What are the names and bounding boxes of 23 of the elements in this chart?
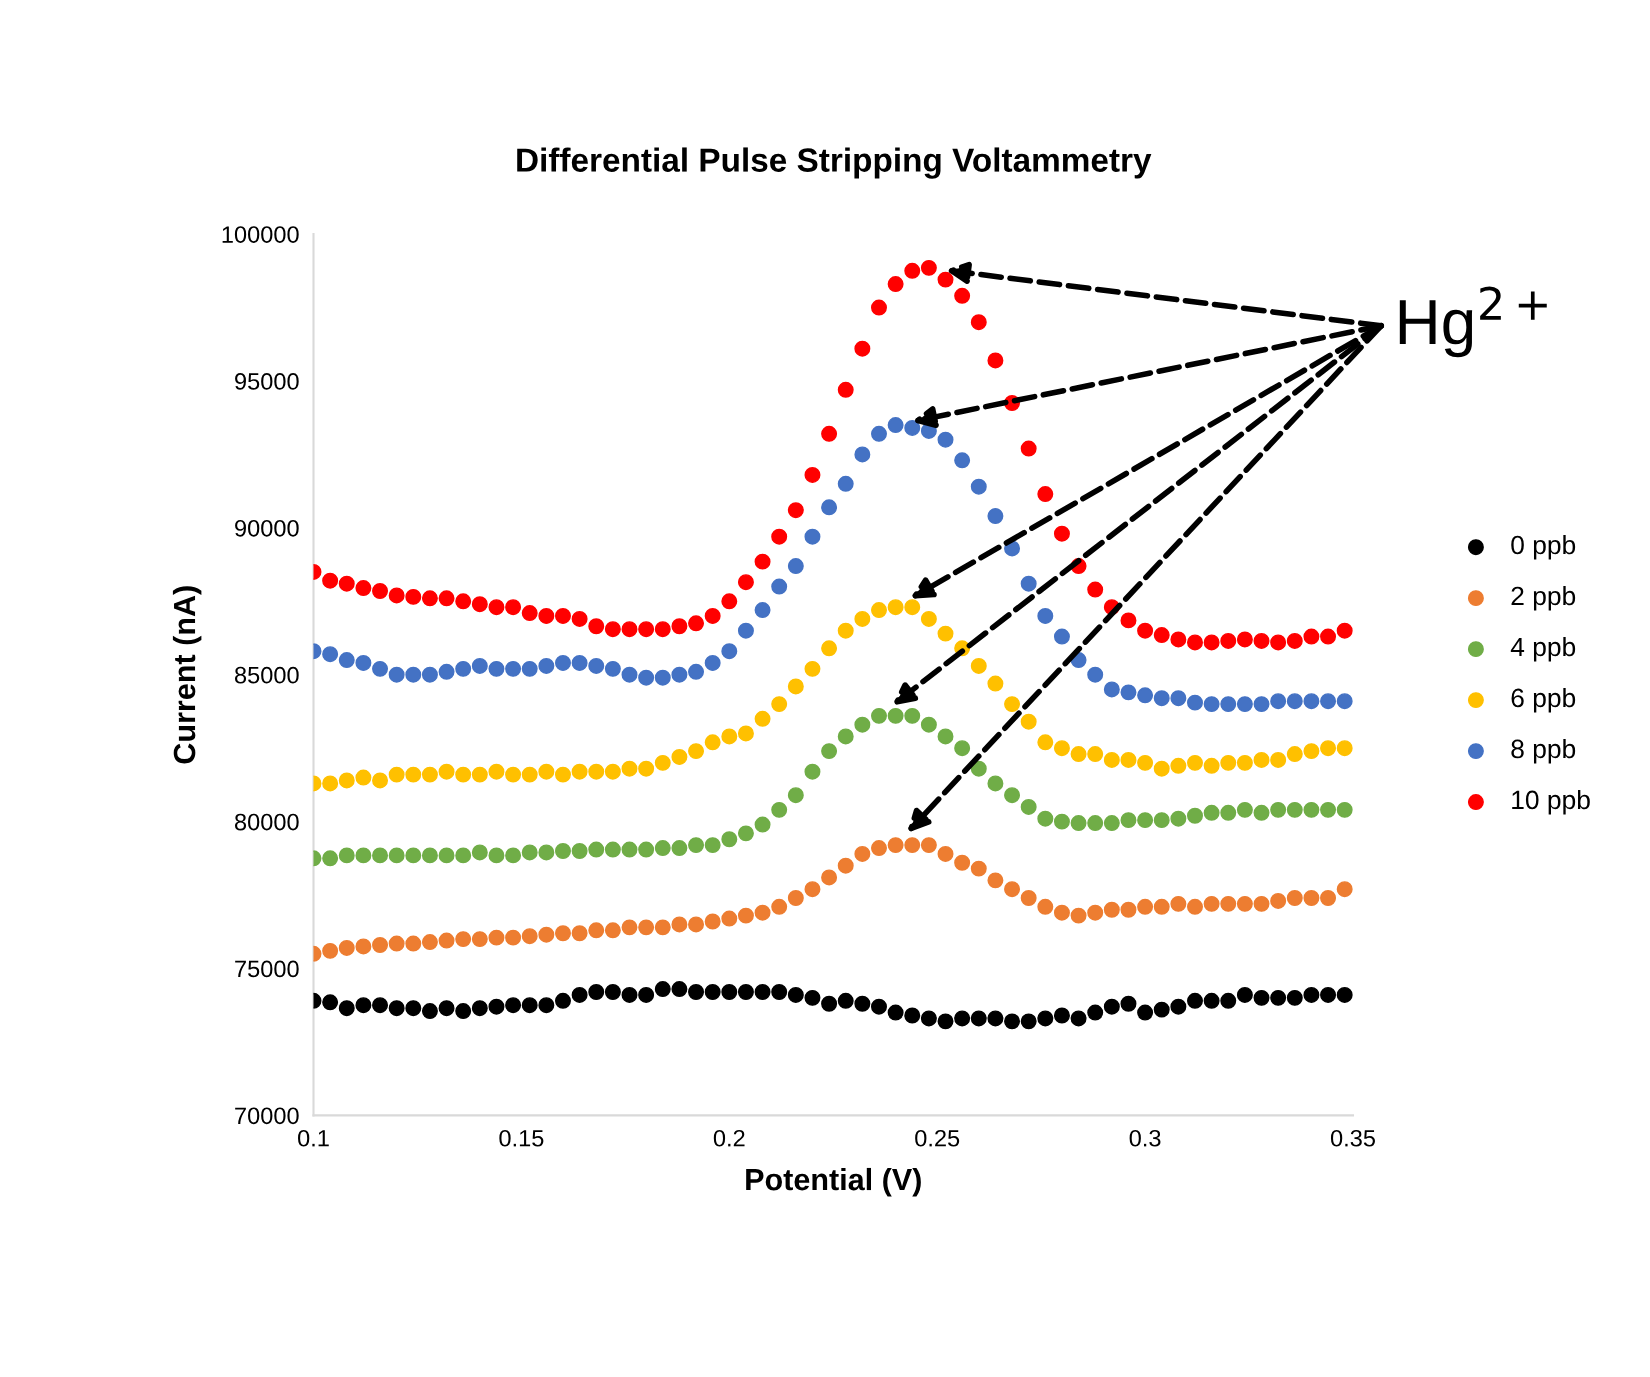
- y-tick-label: 85000: [234, 666, 299, 684]
- y-tick-label: 100000: [222, 226, 299, 243]
- y-tick-label: 80000: [234, 813, 299, 831]
- x-axis-title: Potential (V): [746, 1167, 921, 1197]
- legend-label: 4 ppb: [1510, 636, 1576, 662]
- y-tick-label: 70000: [235, 1107, 299, 1125]
- chart-title: Differential Pulse Stripping Voltammetry: [517, 147, 1152, 179]
- legend-label: 6 ppb: [1511, 687, 1576, 713]
- x-tick-label: 0.35: [1330, 1129, 1375, 1147]
- x-tick-label: 0.2: [713, 1129, 745, 1147]
- x-tick-label: 0.3: [1129, 1129, 1161, 1147]
- legend-label: 8 ppb: [1511, 738, 1576, 764]
- y-tick-label: 95000: [235, 373, 299, 390]
- text: Hg$^{2+}$: [1399, 286, 1547, 358]
- x-tick-label: 0.25: [915, 1129, 960, 1147]
- legend-label: 0 ppb: [1511, 534, 1576, 560]
- x-tick-label: 0.15: [499, 1129, 544, 1147]
- y-axis-title: Current (nA): [172, 586, 202, 764]
- y-tick-label: 90000: [235, 519, 299, 537]
- legend-label: 2 ppb: [1511, 585, 1576, 611]
- legend-label: 10 ppb: [1512, 789, 1590, 815]
- y-tick-label: 75000: [235, 960, 299, 978]
- x-tick-label: 0.1: [298, 1129, 329, 1147]
